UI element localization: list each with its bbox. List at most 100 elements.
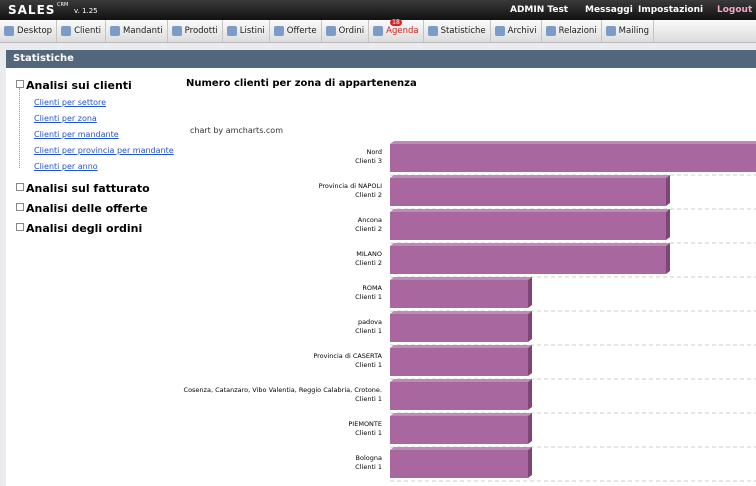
nav-label: Agenda [386, 26, 419, 36]
toggle-icon [16, 80, 24, 88]
chart: Numero clienti per zona di appartenenza c… [184, 78, 756, 482]
value-label: Clienti 1 [355, 327, 382, 335]
value-label: Clienti 1 [355, 463, 382, 471]
category-label: PIEMONTE [348, 420, 382, 428]
nav-item[interactable]: Offerte [270, 20, 322, 42]
logout[interactable]: Logout [717, 5, 753, 15]
nav-item[interactable]: Archivi [491, 20, 542, 42]
nav-label: Clienti [74, 26, 102, 36]
bar [390, 348, 528, 376]
bar [390, 416, 528, 444]
nav-item[interactable]: Mailing [602, 20, 655, 42]
nav-item[interactable]: Ordini [322, 20, 370, 42]
bar-top [390, 243, 670, 246]
nav-icon [226, 26, 237, 36]
bar-top [390, 311, 532, 314]
toggle-icon [16, 183, 24, 191]
bar-side [528, 345, 532, 376]
user[interactable]: ADMIN Test [510, 5, 569, 15]
nav-item[interactable]: Prodotti [168, 20, 223, 42]
nav-icon [494, 26, 505, 36]
bar-side [528, 277, 532, 308]
value-label: Clienti 2 [355, 259, 382, 267]
nav-label: Statistiche [440, 26, 486, 36]
nav-icon [110, 26, 121, 36]
nav-label: Mailing [618, 26, 650, 36]
category-label: Provincia di CASERTA [313, 352, 382, 360]
nav-icon [171, 26, 182, 36]
bar [390, 280, 528, 308]
chart-title: Numero clienti per zona di appartenenza [186, 78, 417, 89]
nav-icon [605, 26, 616, 36]
bar-side [528, 379, 532, 410]
nav-item[interactable]: Agenda 18 [369, 19, 424, 42]
nav-icon [545, 26, 556, 36]
bar [390, 450, 528, 478]
value-label: Clienti 3 [355, 157, 382, 165]
value-label: Clienti 1 [355, 395, 382, 403]
nav-label: Prodotti [184, 26, 218, 36]
category-label: ROMA [362, 284, 382, 292]
category-label: Bologna [356, 454, 382, 462]
tree-group[interactable]: Analisi sul fatturato [16, 182, 150, 195]
version: v. 1.25 [74, 7, 98, 15]
value-label: Clienti 1 [355, 429, 382, 437]
category-label: padova [358, 318, 382, 326]
bar [390, 314, 528, 342]
bar-side [528, 311, 532, 342]
bar [390, 246, 666, 274]
nav-badge: 18 [390, 19, 402, 26]
tree-link[interactable]: Clienti per provincia per mandante [34, 146, 174, 155]
bar [390, 178, 666, 206]
bar-top [390, 277, 532, 280]
tree-group[interactable]: Analisi sui clienti [16, 79, 132, 92]
value-label: Clienti 1 [355, 293, 382, 301]
bar-side [666, 209, 670, 240]
messages[interactable]: Messaggi [585, 5, 633, 15]
tree-group-label: Analisi sui clienti [26, 79, 132, 92]
tree-line [19, 88, 21, 168]
category-label: Provincia di NAPOLI [319, 182, 382, 190]
bar-top [390, 209, 670, 212]
bar-side [666, 243, 670, 274]
category-label: MILANO [356, 250, 382, 258]
nav-bar: Desktop Clienti Mandanti Prodotti Listini Off… [0, 19, 756, 43]
nav-label: Desktop [17, 26, 53, 36]
nav-item[interactable]: Relazioni [542, 20, 602, 42]
tree-link[interactable]: Clienti per settore [34, 98, 107, 107]
nav-icon [4, 26, 14, 36]
nav-item[interactable]: Clienti [57, 20, 107, 42]
bar-side [528, 447, 532, 478]
bar-top [390, 379, 532, 382]
nav-label: Offerte [286, 26, 317, 36]
nav-label: Listini [239, 26, 265, 36]
tree-link[interactable]: Clienti per zona [34, 114, 97, 123]
nav-item[interactable]: Desktop [0, 20, 58, 42]
tree-link[interactable]: Clienti per mandante [34, 130, 119, 139]
toggle-icon [16, 223, 24, 231]
nav-label: Relazioni [558, 26, 597, 36]
brand-sup: CRM [57, 2, 69, 8]
nav-item[interactable]: Statistiche [424, 20, 491, 42]
tree-group[interactable]: Analisi degli ordini [16, 222, 142, 235]
nav-icon [61, 26, 72, 36]
bar [390, 212, 666, 240]
category-label: Cosenza, Catanzaro, Vibo Valentia, Reggi… [184, 386, 382, 394]
panel-title: Statistiche [6, 50, 756, 68]
nav-item[interactable]: Mandanti [106, 20, 168, 42]
toggle-icon [16, 203, 24, 211]
settings[interactable]: Impostazioni [638, 5, 704, 15]
tree-group[interactable]: Analisi delle offerte [16, 202, 148, 215]
brand: SALES [8, 3, 56, 17]
value-label: Clienti 2 [355, 191, 382, 199]
bar-top [390, 413, 532, 416]
category-label: Ancona [358, 216, 382, 224]
nav-item[interactable]: Listini [223, 20, 270, 42]
bar [390, 144, 756, 172]
tree-group-label: Analisi sul fatturato [26, 182, 150, 195]
tree-link[interactable]: Clienti per anno [34, 162, 98, 171]
bar-top [390, 345, 532, 348]
chart-credit: chart by amcharts.com [190, 126, 283, 135]
nav-icon [325, 26, 336, 36]
